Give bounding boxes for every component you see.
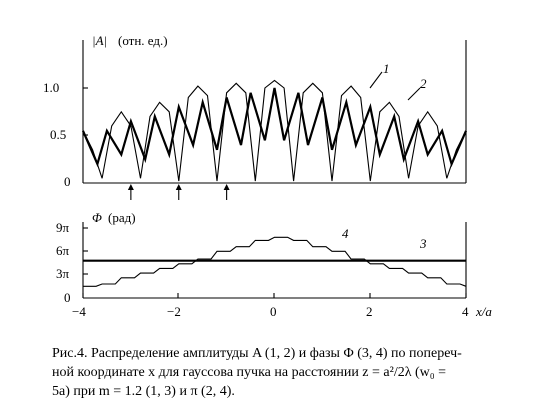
caption-line-3: 5a) при m = 1.2 (1, 3) и π (2, 4). xyxy=(52,384,235,399)
xtick-label-0: 0 xyxy=(270,304,277,319)
phase-ytick-label-6pi: 6π xyxy=(56,243,70,258)
phase-ytick-label-3pi: 3π xyxy=(56,266,70,281)
marker-arrowhead-2 xyxy=(175,184,182,190)
series-label-4: 4 xyxy=(342,226,349,241)
amplitude-curve-2 xyxy=(81,87,468,168)
xtick-label-m2: −2 xyxy=(167,304,181,319)
amp-ytick-label-0: 0 xyxy=(64,174,71,189)
marker-arrowhead-1 xyxy=(127,184,134,190)
marker-arrows xyxy=(127,184,230,200)
amplitude-ylabel-units: (отн. ед.) xyxy=(118,33,168,48)
amp-ytick-label-05: 0.5 xyxy=(50,127,66,142)
xtick-label-2: 2 xyxy=(366,304,373,319)
x-axis-label: x/a xyxy=(475,304,492,319)
amplitude-plot: 1.0 0.5 0 |A| (отн. ед.) 1 2 xyxy=(43,33,468,200)
x-ticks xyxy=(82,293,467,298)
amplitude-curve-1 xyxy=(82,79,467,182)
phase-ytick-label-0: 0 xyxy=(64,290,71,305)
phase-ylabel-units: (рад) xyxy=(108,210,136,225)
phase-ylabel: Φ xyxy=(92,210,102,225)
phase-plot: 9π 6π 3π 0 Φ (рад) −4 −2 0 2 4 x/a 4 3 xyxy=(56,210,492,319)
leader-line-2 xyxy=(407,87,421,101)
caption-line-2: ной координате x для гауссова пучка на р… xyxy=(52,365,447,380)
phase-ytick-label-9pi: 9π xyxy=(56,220,70,235)
xtick-label-4: 4 xyxy=(462,304,469,319)
phase-curve-4 xyxy=(83,236,467,287)
caption-line-1: Рис.4. Распределение амплитуды A (1, 2) … xyxy=(52,346,462,361)
series-label-1: 1 xyxy=(383,61,390,76)
leader-line-1 xyxy=(369,71,383,89)
marker-arrowhead-3 xyxy=(223,184,230,190)
figure-caption: Рис.4. Распределение амплитуды A (1, 2) … xyxy=(52,344,522,401)
series-label-2: 2 xyxy=(420,76,427,91)
xtick-label-m4: −4 xyxy=(72,304,86,319)
amp-ytick-label-1: 1.0 xyxy=(43,80,59,95)
amplitude-ylabel: |A| xyxy=(92,33,107,48)
series-label-3: 3 xyxy=(419,236,427,251)
